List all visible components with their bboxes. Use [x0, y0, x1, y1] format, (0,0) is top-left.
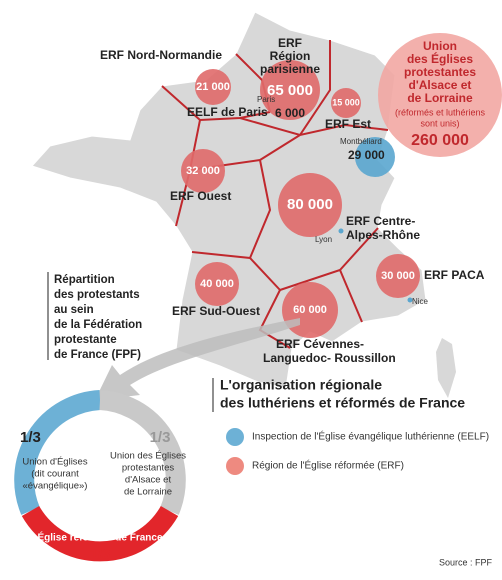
city-dot	[338, 228, 344, 234]
legend-title: des luthériens et réformés de France	[220, 395, 465, 411]
alsace-name: d'Alsace et	[409, 78, 472, 92]
region-name: ERF PACA	[424, 268, 485, 282]
region-value: 40 000	[200, 278, 234, 290]
segment-label: protestantes	[122, 463, 175, 474]
segment-label: «évangélique»)	[23, 481, 88, 492]
border	[339, 269, 363, 323]
region-name: parisienne	[260, 62, 320, 76]
region-value: 65 000	[267, 82, 313, 99]
donut-segment	[99, 390, 186, 515]
border	[239, 117, 389, 137]
segment-label: Union d'Églises	[22, 457, 87, 468]
region-value: 30 000	[381, 270, 415, 282]
segment-label: (dit courant	[31, 469, 79, 480]
share: 1/3	[90, 546, 111, 563]
region-name: Région	[270, 49, 311, 63]
region-name: ERF Sud-Ouest	[172, 304, 260, 318]
alsace-circle	[378, 33, 502, 157]
donut-segment	[21, 505, 179, 562]
region-circle	[260, 60, 320, 120]
border	[299, 40, 331, 136]
region-circle	[376, 254, 420, 298]
border	[161, 85, 271, 122]
region-name: ERF Ouest	[170, 189, 231, 203]
alsace-name: des Églises	[407, 51, 473, 66]
source: Source : FPF	[439, 557, 493, 567]
region-name: EELF de Paris	[187, 105, 268, 119]
region-value: 32 000	[186, 165, 220, 177]
segment-label: d'Alsace et	[125, 475, 172, 486]
region-value: 80 000	[287, 196, 333, 213]
city: Nice	[412, 297, 429, 306]
city: Montbéliard	[340, 137, 382, 146]
region-value: 60 000	[293, 304, 327, 316]
region-name: ERF Centre-	[346, 214, 415, 228]
legend-item: Région de l'Église réformée (ERF)	[252, 459, 404, 472]
segment-label: de Lorraine	[124, 487, 172, 498]
region-name: ERF Cévennes-	[276, 337, 364, 351]
eelf-circle	[355, 137, 395, 177]
region-name: Alpes-Rhône	[346, 228, 420, 242]
region-circle	[195, 262, 239, 306]
region-circle	[331, 88, 361, 118]
corsica	[436, 338, 456, 398]
region-circle	[195, 69, 231, 105]
alsace-name: protestantes	[404, 65, 476, 79]
region-circle	[181, 149, 225, 193]
donut-title: de la Fédération	[54, 319, 142, 331]
segment-label: Union des Églises	[110, 451, 186, 462]
donut-segment	[14, 390, 101, 515]
donut-title: des protestants	[54, 289, 140, 301]
region-name: Languedoc- Roussillon	[263, 351, 396, 365]
city: Paris	[257, 95, 275, 104]
alsace-value: 260 000	[411, 132, 469, 149]
donut-title: de France (FPF)	[54, 349, 141, 361]
alsace-note: (réformés et luthériens	[395, 107, 486, 117]
segment-label: Église réformée de France	[37, 531, 162, 544]
region-value: 29 000	[348, 148, 385, 162]
legend-swatch	[226, 457, 244, 475]
city: Lyon	[315, 235, 332, 244]
share: 1/3	[150, 429, 171, 446]
region-name: ERF	[278, 36, 302, 50]
alsace-name: de Lorraine	[407, 91, 473, 105]
legend-swatch	[226, 428, 244, 446]
alsace-name: Union	[423, 39, 457, 53]
city-dot	[407, 297, 413, 303]
region-value: 15 000	[332, 97, 360, 107]
legend-item: Inspection de l'Église évangélique luthé…	[252, 430, 489, 443]
region-name: ERF Nord-Normandie	[100, 48, 222, 62]
legend-title: L'organisation régionale	[220, 377, 382, 393]
share: 1/3	[20, 429, 41, 446]
region-circles	[181, 33, 502, 338]
arrow	[95, 318, 300, 400]
donut	[14, 390, 186, 562]
region-name: ERF Est	[325, 117, 371, 131]
alsace-note: sont unis)	[420, 118, 459, 128]
border	[249, 159, 272, 259]
region-circle	[278, 173, 342, 237]
donut-title: protestante	[54, 334, 117, 346]
region-value: 6 000	[275, 106, 305, 120]
region-value: 21 000	[196, 81, 230, 93]
donut-title: Répartition	[54, 274, 115, 286]
donut-title: au sein	[54, 304, 94, 316]
